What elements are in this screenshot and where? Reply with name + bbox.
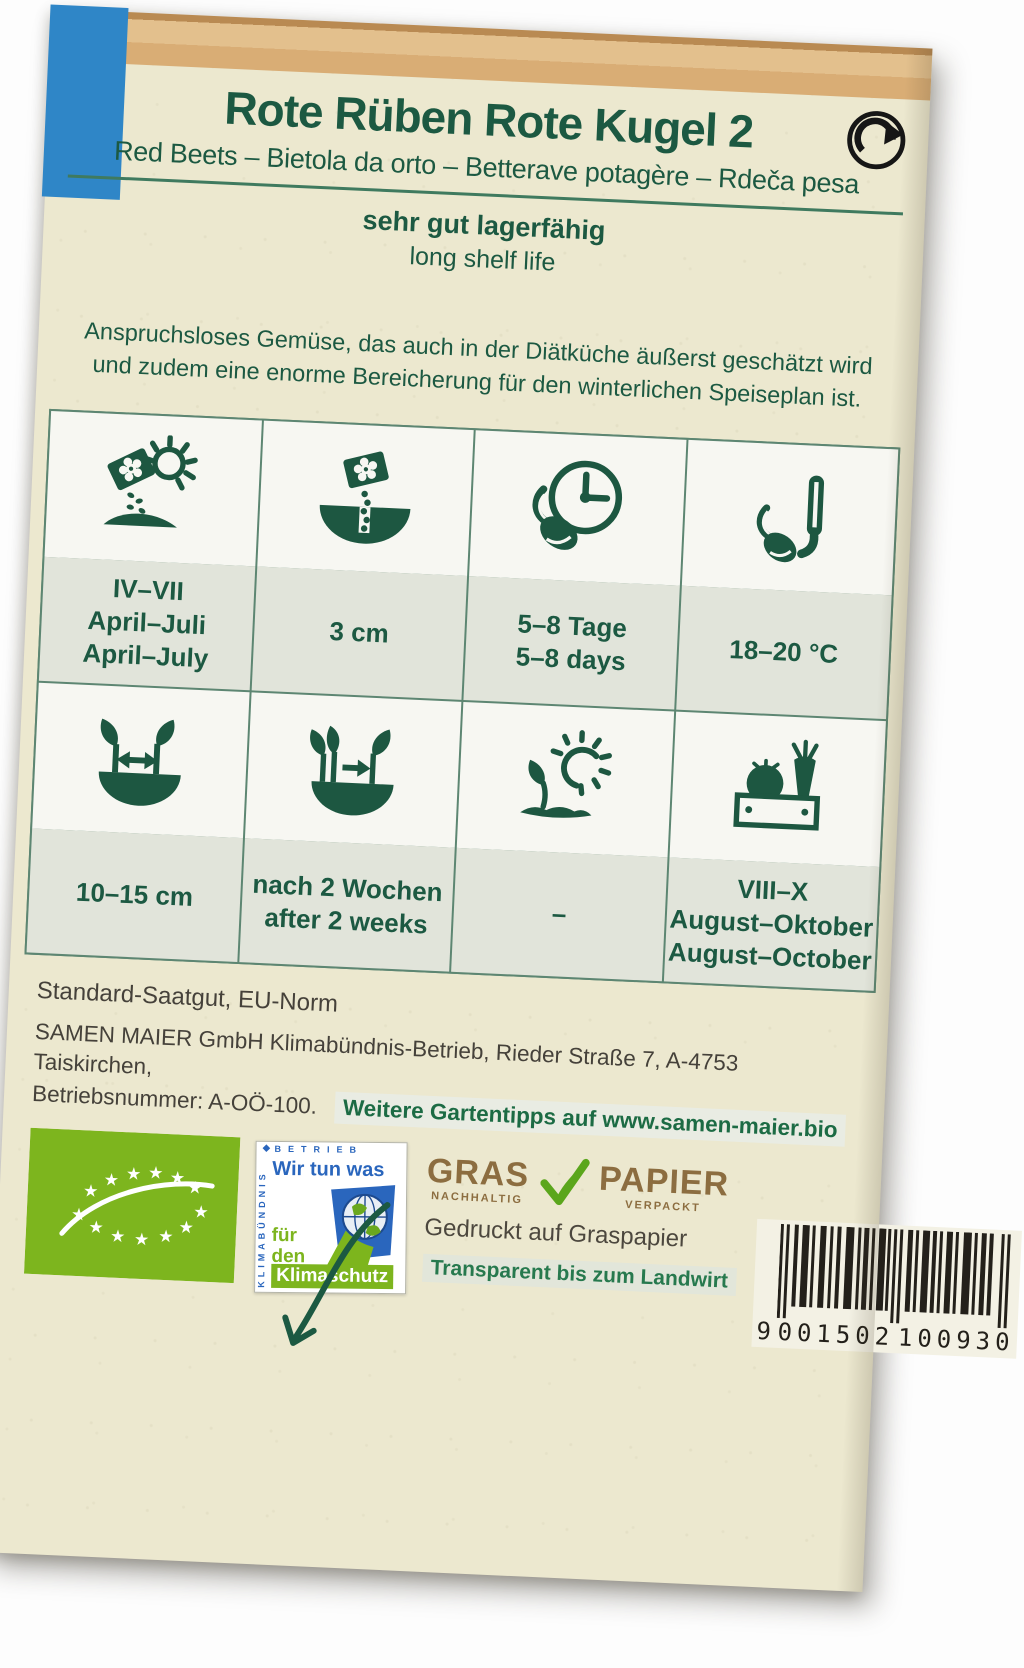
gras-papier-logo: GRAS NACHHALTIG PAPIER VERPACKT (425, 1151, 741, 1220)
info-line: 3 cm (328, 615, 390, 649)
info-line: 18–20 °C (728, 634, 839, 670)
certification-logos-row: ★ ★ ★ ★ ★ ★ ★ ★ ★ ★ ★ ★ ★ ◆ BETRIEB KLIMABÜNDNIS… (22, 1127, 1022, 1359)
thinning-icon (244, 692, 462, 848)
svg-text:★: ★ (178, 1218, 194, 1239)
info-cell-light: – (451, 701, 674, 982)
badge-slogan-line1: Wir tun was (272, 1157, 385, 1181)
info-cell-sowing-time: IV–VII April–Juli April–July (38, 410, 262, 691)
info-cell-label: – (451, 847, 668, 982)
info-line: 5–8 days (515, 641, 627, 677)
info-cell-germination-time: 5–8 Tage 5–8 days (463, 430, 686, 710)
info-line: 10–15 cm (75, 876, 194, 913)
svg-text:★: ★ (110, 1226, 126, 1247)
svg-text:★: ★ (169, 1168, 185, 1189)
info-cell-thinning: nach 2 Wochen after 2 weeks (238, 692, 462, 972)
svg-text:★: ★ (103, 1170, 119, 1191)
info-cell-label: VIII–X August–Oktober August–October (663, 857, 880, 991)
gras-papier-block: GRAS NACHHALTIG PAPIER VERPACKT Gedr (422, 1151, 741, 1296)
info-cell-germination-temperature: 18–20 °C (675, 439, 899, 719)
seed-packet-back: Rote Rüben Rote Kugel 2 Red Beets – Biet… (0, 4, 1022, 1592)
info-line: after 2 weeks (263, 901, 429, 940)
barcode-group1: 001502 (776, 1317, 895, 1352)
svg-text:★: ★ (83, 1181, 99, 1202)
gras-subword: NACHHALTIG (430, 1189, 524, 1207)
plant-spacing-icon (32, 682, 250, 838)
info-cell-label: nach 2 Wochen after 2 weeks (238, 837, 455, 972)
growing-info-table: IV–VII April–Juli April–July (24, 408, 901, 993)
harvest-time-icon (669, 711, 886, 867)
germination-days-icon (469, 430, 686, 586)
papier-subword: VERPACKT (624, 1198, 702, 1215)
ean-barcode: 9 001502 100930 (750, 1218, 1022, 1359)
svg-text:★: ★ (134, 1230, 150, 1251)
info-line: IV–VII (112, 572, 185, 607)
printed-on-grass-paper-text: Gedruckt auf Graspapier (423, 1213, 688, 1253)
svg-text:★: ★ (193, 1202, 209, 1223)
gras-word: GRAS (426, 1151, 531, 1195)
green-dot-recycling-icon (843, 107, 910, 174)
info-cell-plant-spacing: 10–15 cm (26, 682, 250, 962)
info-line: 5–8 Tage (516, 607, 628, 643)
product-description: Anspruchsloses Gemüse, das auch in der D… (37, 312, 919, 418)
info-cell-sowing-depth: 3 cm (251, 420, 474, 700)
info-cell-label: 3 cm (251, 566, 468, 700)
svg-text:★: ★ (71, 1205, 87, 1226)
svg-text:★: ★ (148, 1163, 164, 1184)
sowing-depth-icon (256, 420, 474, 576)
svg-text:★: ★ (88, 1217, 104, 1238)
info-line: VIII–X (736, 873, 809, 907)
transparency-claim-text: Transparent bis zum Landwirt (422, 1253, 737, 1296)
germination-temperature-icon (681, 439, 899, 596)
info-cell-label: 5–8 Tage 5–8 days (463, 575, 680, 710)
svg-text:★: ★ (126, 1164, 142, 1185)
barcode-prefix: 9 (755, 1316, 772, 1346)
info-line: April–Juli (87, 605, 207, 641)
info-line: April–July (81, 638, 209, 674)
info-cell-label: IV–VII April–Juli April–July (38, 556, 255, 691)
info-line: – (551, 898, 568, 929)
packet-header: Rote Rüben Rote Kugel 2 Red Beets – Biet… (37, 9, 933, 418)
info-cell-harvest-time: VIII–X August–Oktober August–October (663, 711, 886, 991)
svg-text:★: ★ (158, 1227, 174, 1248)
light-requirement-icon (456, 701, 674, 858)
eu-organic-leaf-logo: ★ ★ ★ ★ ★ ★ ★ ★ ★ ★ ★ ★ ★ (23, 1127, 241, 1284)
papier-word: PAPIER (598, 1159, 730, 1204)
barcode-group2: 100930 (897, 1323, 1016, 1357)
info-cell-label: 10–15 cm (26, 828, 243, 962)
svg-text:★: ★ (187, 1178, 203, 1199)
curved-arrow-icon (243, 1189, 410, 1361)
checkmark-icon (534, 1153, 595, 1214)
info-cell-label: 18–20 °C (675, 585, 892, 719)
badge-border-top-text: BETRIEB (274, 1143, 364, 1155)
badge-diamond-icon: ◆ (262, 1142, 271, 1154)
sowing-outdoor-icon (44, 410, 262, 567)
